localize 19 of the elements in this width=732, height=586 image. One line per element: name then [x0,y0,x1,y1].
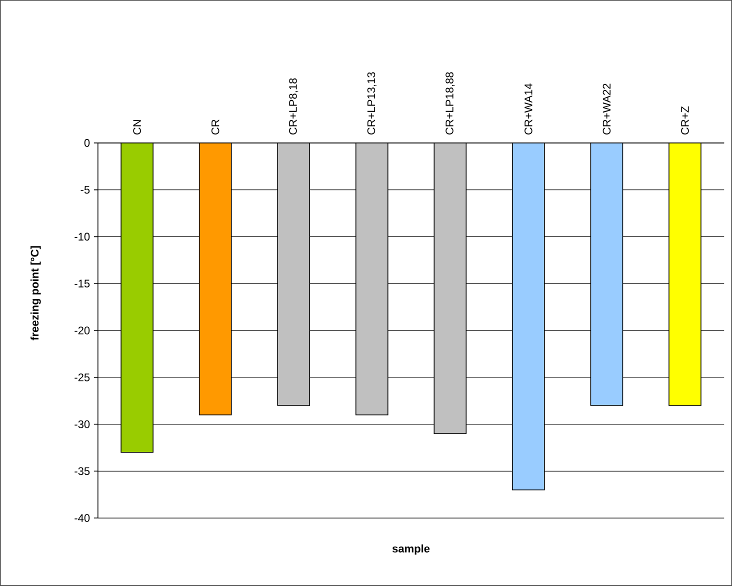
x-tick-label: CN [133,120,141,135]
x-tick-label: CR+LP13,13 [367,72,376,135]
x-tick-label: CR+Z [681,106,689,135]
x-tick-label: CR+LP18,88 [446,72,455,135]
y-tick-label: -35 [74,467,90,476]
y-axis-title: freezing point [°C] [30,246,41,340]
x-tick-label: CR+LP8,18 [289,78,298,135]
x-tick-label: CR+WA22 [602,84,611,135]
y-tick-label: -30 [74,420,90,428]
y-tick-label: 0 [84,139,90,147]
y-tick-label: -10 [74,232,90,241]
y-tick-label: -40 [74,514,90,522]
x-tick-label: CR [211,120,220,135]
y-tick-label: -25 [74,373,90,382]
x-axis-title: sample [392,544,430,555]
y-tick-label: -20 [74,326,90,334]
x-tick-label: CR+WA14 [524,84,532,135]
y-tick-label: -5 [80,186,90,194]
y-tick-label: -15 [74,280,90,288]
